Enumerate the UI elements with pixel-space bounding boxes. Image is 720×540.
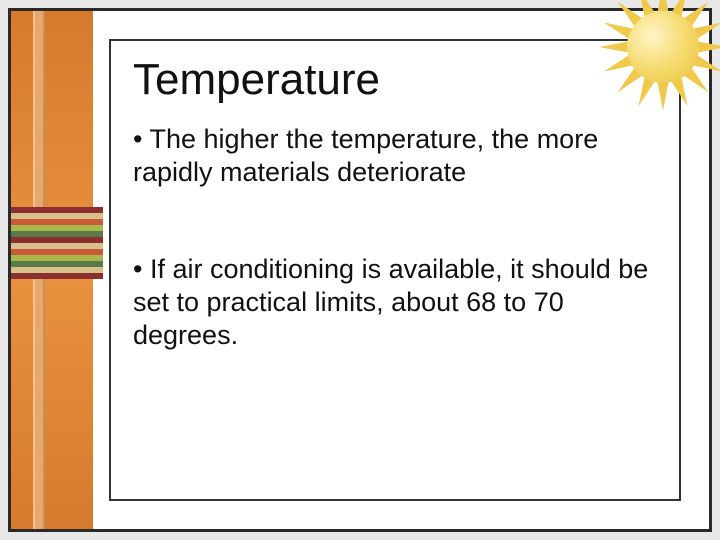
stripe	[11, 273, 103, 279]
sun-icon	[573, 0, 720, 147]
decorative-stripes	[11, 207, 103, 279]
outer-frame: Temperature • The higher the temperature…	[8, 8, 712, 532]
bullet-2: • If air conditioning is available, it s…	[133, 253, 659, 352]
